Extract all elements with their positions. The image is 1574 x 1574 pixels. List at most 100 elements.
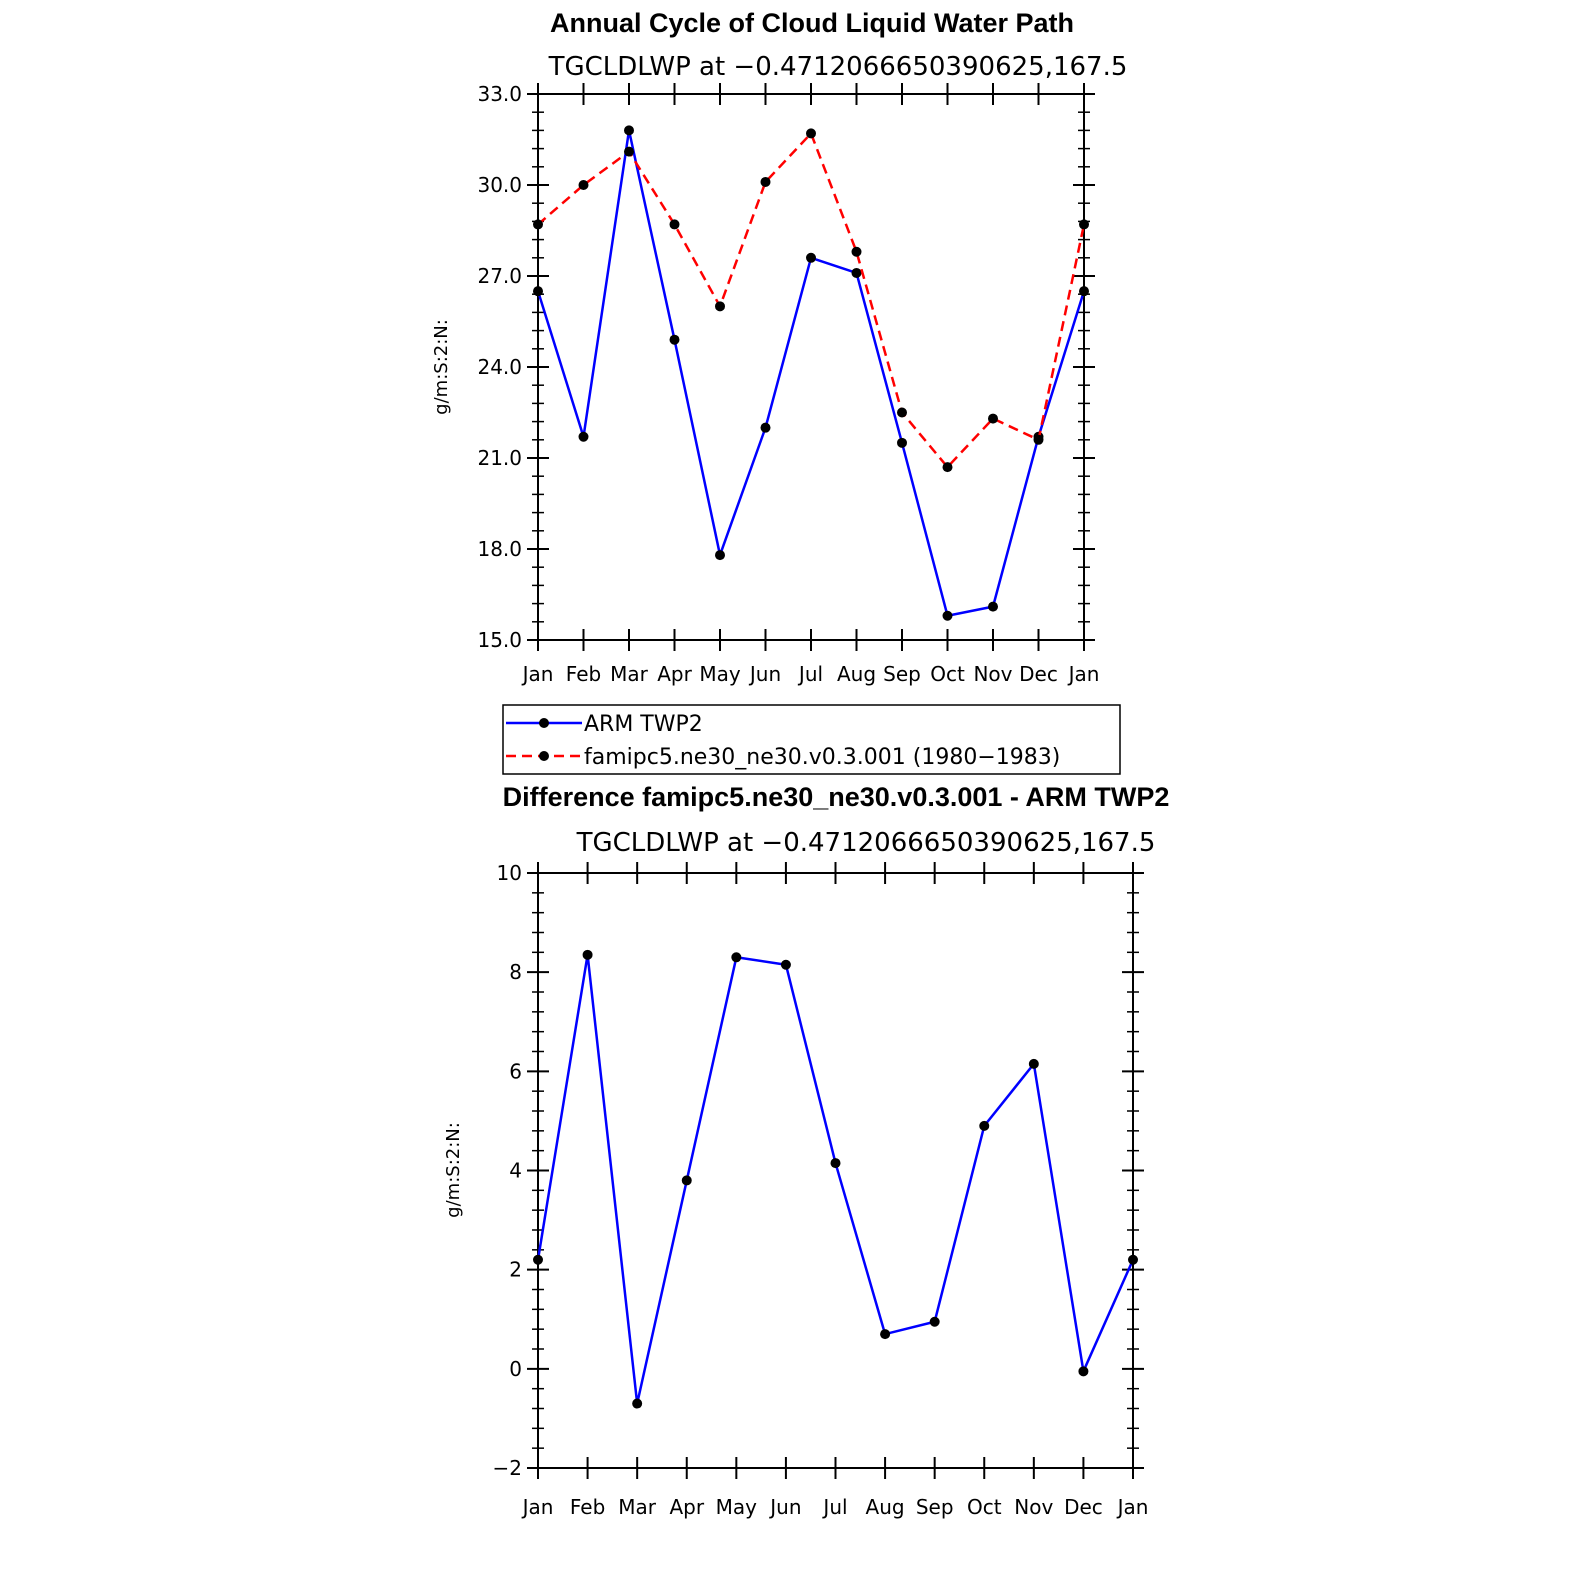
legend-entry-famipc5: famipc5.ne30_ne30.v0.3.001 (1980−1983) xyxy=(506,745,1060,770)
annual-cycle-chart: Annual Cycle of Cloud Liquid Water Path … xyxy=(431,8,1127,686)
chart2-data-point xyxy=(1028,1058,1039,1069)
chart1-x-tick-label: Jan xyxy=(1067,662,1100,686)
chart2-x-tick-label: Jan xyxy=(521,1495,554,1519)
chart1-x-tick-label: Jun xyxy=(748,662,781,686)
chart2-y-tick-label: 8 xyxy=(509,960,522,984)
chart1-data-point xyxy=(533,219,543,230)
chart1-title: Annual Cycle of Cloud Liquid Water Path xyxy=(550,8,1074,38)
chart1-x-tick-label: Mar xyxy=(610,662,649,686)
chart2-data-point xyxy=(929,1316,940,1327)
chart2-x-tick-label: Jun xyxy=(768,1495,801,1519)
chart1-x-tick-label: Dec xyxy=(1019,662,1058,686)
chart1-subtitle: TGCLDLWP at −0.4712066650390625,167.5 xyxy=(548,52,1128,82)
chart2-x-tick-label: Nov xyxy=(1014,1495,1053,1519)
chart2-series-line-0 xyxy=(536,953,1135,1405)
chart1-data-point xyxy=(851,267,862,278)
chart1-series-group xyxy=(533,125,1089,621)
chart2-x-tick-label: May xyxy=(716,1495,758,1519)
chart1-axes: 15.0 18.0 21.0 24.0 27.0 30.0 33.0 Jan Feb Mar Apr… xyxy=(477,82,1099,686)
chart2-y-tick-label: 0 xyxy=(509,1357,522,1381)
chart2-title: Difference famipc5.ne30_ne30.v0.3.001 - … xyxy=(503,782,1170,812)
chart2-x-tick-label: Jul xyxy=(821,1495,847,1519)
chart2-y-tick-label: 6 xyxy=(509,1059,522,1083)
chart1-y-axis-label: g/m:S:2:N: xyxy=(431,319,452,415)
chart2-plot-frame xyxy=(537,872,1134,1469)
chart1-data-point xyxy=(578,180,589,190)
chart1-data-point xyxy=(897,407,907,418)
chart1-data-point xyxy=(851,246,862,257)
chart2-x-tick-label: Apr xyxy=(669,1495,704,1519)
chart2-y-tick-label: 4 xyxy=(509,1159,522,1183)
chart1-y-tick-label: 18.0 xyxy=(477,537,522,561)
chart2-x-tick-label: Dec xyxy=(1064,1495,1103,1519)
chart2-x-tick-label: Sep xyxy=(916,1495,954,1519)
chart1-plot-frame xyxy=(537,93,1085,641)
chart1-x-tick-label: Jan xyxy=(521,662,554,686)
chart1-x-tick-label: Feb xyxy=(566,662,601,686)
chart1-data-point xyxy=(897,437,907,448)
chart1-x-tick-label: Apr xyxy=(657,662,692,686)
chart2-data-point xyxy=(830,1158,841,1169)
chart1-y-tick-label: 30.0 xyxy=(477,173,522,197)
chart1-y-tick-label: 21.0 xyxy=(477,446,522,470)
chart2-axes: −2 0 2 4 6 8 10 Jan Feb Mar Apr May Jun Jul Aug Sep Oct N… xyxy=(493,861,1149,1519)
chart2-x-tick-label: Mar xyxy=(618,1495,657,1519)
legend-marker-famipc5 xyxy=(539,751,549,761)
chart1-data-point xyxy=(942,462,953,473)
chart1-data-point xyxy=(760,422,771,433)
chart2-x-tick-label: Aug xyxy=(866,1495,905,1519)
chart2-x-tick-label: Feb xyxy=(570,1495,605,1519)
chart2-x-tick-label: Jan xyxy=(1116,1495,1149,1519)
chart2-data-point xyxy=(632,1398,643,1409)
chart1-data-point xyxy=(624,146,634,157)
chart1-x-tick-label: Oct xyxy=(930,662,965,686)
chart1-y-tick-label: 33.0 xyxy=(477,82,522,106)
legend-marker-arm-twp2 xyxy=(539,718,549,728)
chart1-y-tick-label: 15.0 xyxy=(477,628,522,652)
chart1-x-tick-label: Aug xyxy=(837,662,876,686)
chart1-data-point xyxy=(533,286,543,297)
chart1-x-tick-label: May xyxy=(699,662,741,686)
chart2-y-tick-label: −2 xyxy=(493,1456,522,1480)
chart2-subtitle: TGCLDLWP at −0.4712066650390625,167.5 xyxy=(576,828,1156,858)
chart1-data-point xyxy=(988,413,998,424)
chart1-data-point xyxy=(669,219,680,230)
legend-box xyxy=(502,704,1121,775)
chart1-x-tick-label: Sep xyxy=(883,662,921,686)
chart1-x-tick-label: Nov xyxy=(973,662,1012,686)
chart2-data-point xyxy=(780,959,791,970)
chart1-data-point xyxy=(942,610,953,621)
chart1-data-point xyxy=(760,176,771,187)
chart2-data-point xyxy=(681,1175,692,1186)
chart2-data-point xyxy=(1128,1254,1138,1265)
legend-label-famipc5: famipc5.ne30_ne30.v0.3.001 (1980−1983) xyxy=(584,745,1060,770)
chart1-x-tick-label: Jul xyxy=(797,662,823,686)
chart1-y-tick-label: 27.0 xyxy=(477,264,522,288)
chart2-data-point xyxy=(1078,1366,1089,1377)
chart1-y-tick-label: 24.0 xyxy=(477,355,522,379)
chart1-data-point xyxy=(669,334,680,345)
chart1-data-point xyxy=(624,125,634,136)
chart1-data-point xyxy=(1033,434,1044,445)
chart2-data-point xyxy=(880,1329,891,1340)
chart1-data-point xyxy=(578,431,589,442)
chart2-data-point xyxy=(979,1120,990,1131)
chart2-x-tick-label: Oct xyxy=(967,1495,1002,1519)
legend-label-arm-twp2: ARM TWP2 xyxy=(584,712,703,737)
chart2-data-point xyxy=(533,1254,543,1265)
chart1-data-point xyxy=(715,301,725,312)
chart1-data-point xyxy=(715,550,725,561)
chart2-data-point xyxy=(582,949,593,960)
chart1-data-point xyxy=(988,601,998,612)
chart1-data-point xyxy=(806,252,816,263)
chart2-data-point xyxy=(731,952,742,963)
chart2-y-tick-label: 2 xyxy=(509,1258,522,1282)
chart1-data-point xyxy=(1079,286,1089,297)
legend: ARM TWP2 famipc5.ne30_ne30.v0.3.001 (198… xyxy=(502,704,1121,775)
chart2-y-tick-label: 10 xyxy=(497,861,522,885)
chart1-series-line-0 xyxy=(536,129,1086,617)
chart2-series-group xyxy=(533,949,1138,1409)
legend-entry-arm-twp2: ARM TWP2 xyxy=(506,712,703,737)
difference-chart: Difference famipc5.ne30_ne30.v0.3.001 - … xyxy=(443,782,1169,1519)
